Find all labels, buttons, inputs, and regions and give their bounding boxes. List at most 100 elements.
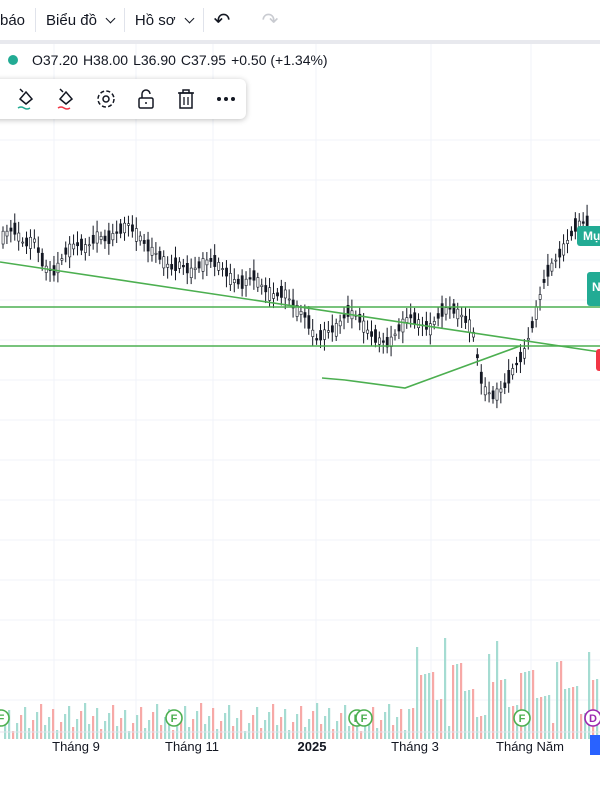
candle-body <box>9 227 13 232</box>
volume-bar <box>28 728 31 739</box>
volume-bar <box>144 728 147 739</box>
candle-body <box>111 233 115 241</box>
candle-body <box>87 244 91 247</box>
volume-bar <box>528 671 531 739</box>
volume-bar <box>244 731 247 739</box>
price-tag-red <box>596 349 600 371</box>
candle-body <box>21 241 25 244</box>
volume-bar <box>388 704 391 739</box>
volume-bar <box>216 729 219 739</box>
candle-body <box>174 257 177 271</box>
candle-body <box>507 370 511 384</box>
candle-body <box>530 321 534 329</box>
candle-body <box>311 329 315 337</box>
candle-body <box>523 348 526 359</box>
volume-bar <box>136 715 139 739</box>
volume-bar <box>500 680 503 739</box>
candle-body <box>295 305 299 317</box>
volume-bar <box>292 722 295 739</box>
candle-body <box>264 285 268 293</box>
candle-body <box>393 333 397 336</box>
volume-bar <box>156 704 159 739</box>
candle-body <box>554 259 558 262</box>
volume-bar <box>96 708 99 739</box>
trendline-segment <box>344 345 521 389</box>
volume-bar <box>428 673 431 739</box>
candle-body <box>127 223 130 226</box>
volume-bar <box>452 665 455 739</box>
candle-body <box>221 268 225 270</box>
undo-icon: ↶ <box>213 9 231 32</box>
volume-bar <box>404 730 407 739</box>
candle-body <box>91 234 95 244</box>
unlock-icon[interactable] <box>132 85 160 113</box>
chart-menu-button[interactable]: Biểu đồ <box>36 0 124 40</box>
volume-bar <box>184 706 187 739</box>
candle-body <box>178 261 181 269</box>
alerts-menu-partial[interactable]: báo <box>0 0 35 40</box>
event-marker-d <box>584 709 600 727</box>
candle-body <box>260 284 264 287</box>
volume-bar <box>564 689 567 739</box>
divider <box>123 8 125 32</box>
volume-bar <box>164 717 167 739</box>
volume-bar <box>256 707 259 739</box>
trash-icon[interactable] <box>172 85 200 113</box>
candle-body <box>385 337 389 348</box>
settings-gear-icon[interactable] <box>92 85 120 113</box>
target-price-tag-label: Mụ <box>583 229 600 243</box>
volume-bar <box>240 710 243 739</box>
fill-text-icon[interactable] <box>52 85 80 113</box>
candle-body <box>115 231 119 234</box>
volume-bar <box>456 664 459 739</box>
candle-body <box>370 331 373 337</box>
volume-bar <box>260 728 263 739</box>
volume-bar <box>300 706 303 739</box>
candle-body <box>287 298 291 301</box>
top-toolbar: báo Biểu đồ Hồ sơ ↶ ↷ <box>0 0 600 40</box>
volume-bar <box>140 707 143 739</box>
volume-bar <box>196 711 199 739</box>
volume-bar <box>40 704 43 739</box>
candle-body <box>307 315 311 329</box>
undo-button[interactable]: ↶ <box>204 0 252 40</box>
volume-bar <box>416 647 419 739</box>
volume-bar <box>8 710 11 739</box>
volume-bar <box>560 661 563 739</box>
volume-bar <box>540 697 543 739</box>
candle-body <box>193 267 197 270</box>
candle-body <box>201 258 205 272</box>
candle-body <box>562 243 566 256</box>
volume-bar <box>380 720 383 739</box>
redo-button[interactable]: ↷ <box>252 0 300 40</box>
event-marker-label: F <box>0 713 5 725</box>
more-dots-icon[interactable] <box>212 85 240 113</box>
candle-body <box>483 386 487 396</box>
chevron-down-icon <box>184 13 195 23</box>
candle-body <box>64 247 68 255</box>
profile-menu-button[interactable]: Hồ sơ <box>125 0 203 40</box>
volume-bar <box>176 722 179 739</box>
volume-bar <box>288 730 291 739</box>
candle-body <box>581 221 585 224</box>
candle-body <box>80 238 83 251</box>
candle-body <box>338 320 342 327</box>
fill-line-icon[interactable] <box>12 85 40 113</box>
candle-body <box>56 262 60 274</box>
volume-bar <box>308 719 311 739</box>
volume-bar <box>552 723 555 739</box>
event-marker-label: F <box>171 713 178 725</box>
candle-body <box>182 265 185 268</box>
candle-body <box>334 323 338 337</box>
volume-bar <box>68 706 71 739</box>
candle-body <box>327 330 330 333</box>
high-value: H38.00 <box>82 52 129 68</box>
candle-body <box>150 246 154 256</box>
header-divider <box>0 40 600 44</box>
candle-body <box>229 273 232 285</box>
candle-body <box>213 255 217 267</box>
volume-bar <box>128 731 131 739</box>
volume-bar <box>104 721 107 739</box>
volume-bar <box>440 699 443 739</box>
